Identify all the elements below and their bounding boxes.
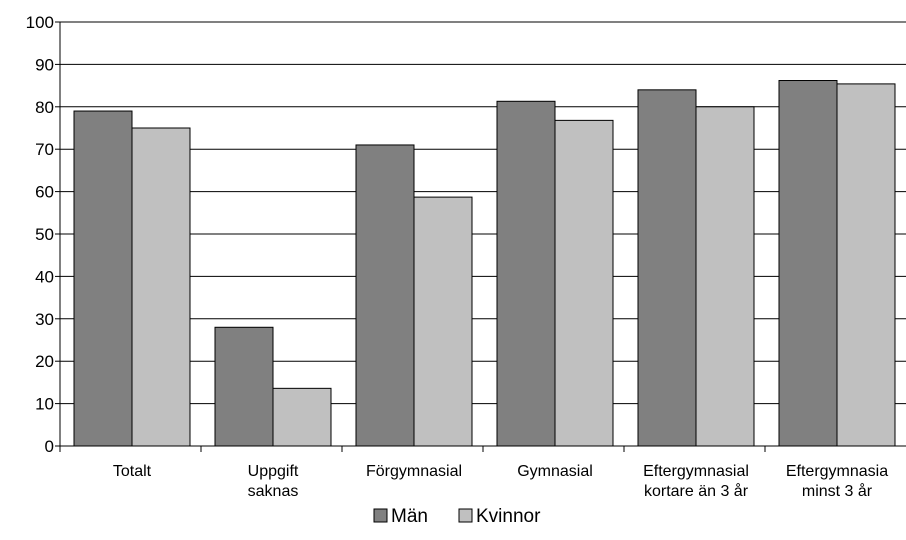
- gridlines: [60, 21, 906, 405]
- y-tick-labels: 0 10 20 30 40 50 60 70 80 90 100: [26, 13, 54, 456]
- category-label: Förgymnasial: [366, 463, 462, 480]
- y-tick-label: 80: [35, 98, 54, 117]
- bar-man: [355, 144, 415, 447]
- bar-kvinnor: [413, 196, 473, 447]
- axes: [55, 21, 906, 452]
- category-label-line: Förgymnasial: [366, 463, 462, 480]
- y-tick-label: 40: [35, 267, 54, 286]
- bar-kvinnor: [836, 83, 896, 447]
- bar-man: [637, 89, 697, 447]
- y-tick-label: 90: [35, 55, 54, 74]
- category-label-line: saknas: [248, 483, 299, 500]
- bar-man: [73, 110, 133, 447]
- category-label-line: Uppgift: [248, 463, 299, 480]
- bar-kvinnor: [695, 106, 755, 447]
- bar-man: [496, 100, 556, 447]
- bar-kvinnor: [272, 387, 332, 447]
- legend-swatch: [458, 508, 473, 523]
- y-tick-label: 60: [35, 183, 54, 202]
- y-tick-label: 20: [35, 352, 54, 371]
- legend-label: Män: [391, 506, 428, 527]
- category-label-line: Eftergymnasial: [643, 463, 749, 480]
- y-tick-label: 50: [35, 225, 54, 244]
- legend-label: Kvinnor: [476, 506, 541, 527]
- category-label-line: kortare än 3 år: [644, 482, 749, 500]
- category-label-line: Eftergymnasia: [786, 463, 888, 480]
- y-tick-label: 30: [35, 310, 54, 329]
- category-labels: Totalt Uppgift saknas Förgymnasial Gymnasial…: [113, 463, 888, 500]
- bars: [73, 80, 896, 447]
- y-tick-label: 10: [35, 395, 54, 414]
- bar-kvinnor: [554, 119, 614, 447]
- category-label-line: Totalt: [113, 463, 152, 480]
- category-label: Eftergymnasia minst 3 år: [786, 463, 888, 500]
- legend-swatch: [373, 508, 388, 523]
- category-label: Eftergymnasial kortare än 3 år: [643, 463, 749, 500]
- category-label-line: minst 3 år: [802, 482, 873, 500]
- bar-man: [778, 80, 838, 447]
- category-label-line: Gymnasial: [517, 463, 593, 480]
- y-tick-label: 100: [26, 13, 54, 32]
- legend: Män Kvinnor: [373, 506, 541, 527]
- y-tick-label: 70: [35, 140, 54, 159]
- bar-kvinnor: [131, 127, 191, 447]
- y-tick-label: 0: [45, 437, 54, 456]
- category-label: Totalt: [113, 463, 152, 480]
- category-label: Uppgift saknas: [248, 463, 299, 500]
- category-label: Gymnasial: [517, 463, 593, 480]
- bar-man: [214, 326, 274, 447]
